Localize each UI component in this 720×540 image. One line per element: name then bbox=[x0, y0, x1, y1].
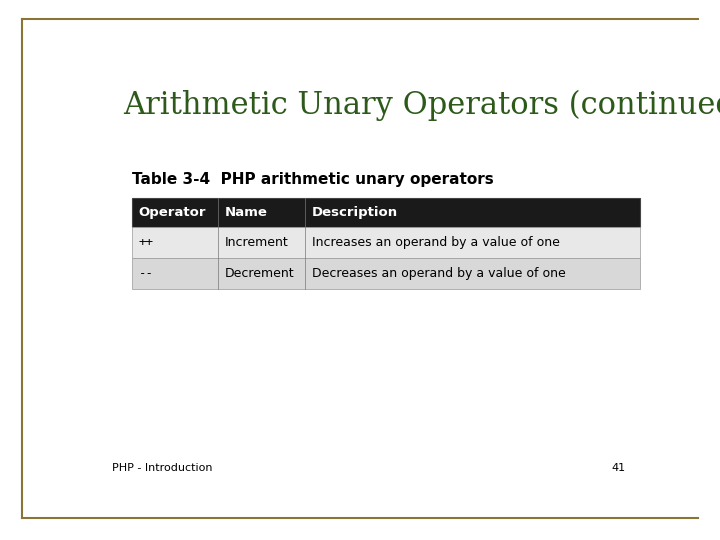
Text: Description: Description bbox=[312, 206, 397, 219]
Bar bbox=[132, 198, 639, 227]
Text: ++: ++ bbox=[138, 236, 153, 249]
Text: 41: 41 bbox=[611, 463, 626, 473]
Text: Table 3-4  PHP arithmetic unary operators: Table 3-4 PHP arithmetic unary operators bbox=[132, 172, 494, 187]
Bar bbox=[132, 227, 639, 258]
Text: Decreases an operand by a value of one: Decreases an operand by a value of one bbox=[312, 267, 565, 280]
Text: --: -- bbox=[138, 267, 153, 280]
Text: Arithmetic Unary Operators (continued): Arithmetic Unary Operators (continued) bbox=[124, 90, 720, 121]
Text: Name: Name bbox=[225, 206, 268, 219]
Text: Increases an operand by a value of one: Increases an operand by a value of one bbox=[312, 236, 559, 249]
Text: PHP - Introduction: PHP - Introduction bbox=[112, 463, 213, 473]
Text: Decrement: Decrement bbox=[225, 267, 294, 280]
Bar bbox=[132, 258, 639, 289]
Text: Increment: Increment bbox=[225, 236, 289, 249]
Text: Operator: Operator bbox=[138, 206, 206, 219]
